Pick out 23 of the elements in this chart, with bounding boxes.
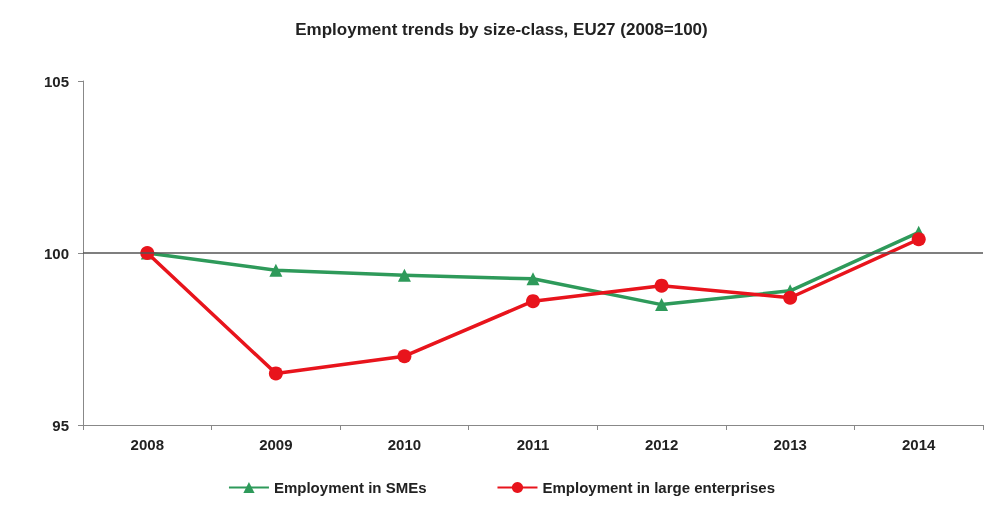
point (655, 298, 669, 312)
point (526, 272, 540, 286)
x-tick-label: 2013 (773, 436, 807, 453)
point (911, 232, 926, 247)
x-tick-label: 2010 (387, 436, 422, 453)
point (654, 278, 669, 293)
x-tick-label: 2014 (902, 436, 937, 453)
y-tick-label: 95 (52, 416, 69, 434)
y-tick-label: 100 (43, 244, 69, 262)
x-tick-label: 2009 (259, 436, 293, 453)
point (397, 349, 412, 364)
point (269, 263, 283, 277)
y-tick-label: 105 (43, 72, 69, 90)
chart-title: Employment trends by size-class, EU27 (2008=100) (295, 20, 708, 39)
legend-label: Employment in SMEs (273, 479, 427, 496)
point (783, 290, 798, 305)
x-tick-label: 2008 (130, 436, 164, 453)
point (268, 366, 283, 381)
x-tick-label: 2012 (644, 436, 679, 453)
x-tick-label: 2011 (516, 436, 550, 453)
legend-label: Employment in large enterprises (542, 479, 776, 496)
point (397, 268, 411, 282)
point (526, 294, 540, 309)
